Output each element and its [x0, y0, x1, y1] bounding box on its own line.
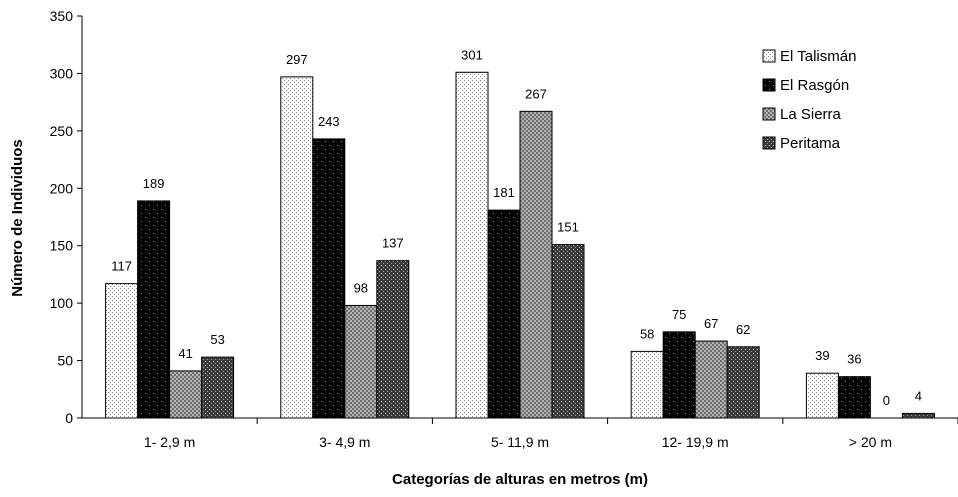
- y-tick-label: 350: [50, 8, 74, 24]
- data-label: 189: [143, 176, 165, 191]
- data-label: 58: [640, 326, 654, 341]
- legend: El Talismán El Rasgón La Sierra Peritama: [762, 48, 856, 152]
- x-axis-title: Categorías de alturas en metros (m): [392, 471, 648, 488]
- bar: [487, 209, 521, 419]
- y-axis-title: Número de Individuos: [9, 139, 26, 297]
- y-axis-ticks: 0 50 100 150 200 250 300 350: [50, 8, 82, 426]
- bar: [455, 71, 489, 419]
- data-label: 41: [178, 346, 192, 361]
- data-label: 62: [736, 322, 750, 337]
- bar: [376, 260, 410, 419]
- data-label: 53: [210, 332, 224, 347]
- x-tick-label: 3- 4,9 m: [319, 434, 370, 450]
- bar: [519, 110, 553, 419]
- bars-group: [105, 71, 935, 419]
- x-tick-label: 12- 19,9 m: [662, 434, 729, 450]
- data-label: 267: [525, 86, 547, 101]
- y-tick-label: 200: [50, 180, 74, 196]
- y-tick-label: 0: [65, 410, 73, 426]
- y-axis-title-group: Número de Individuos: [9, 139, 26, 297]
- legend-label: El Rasgón: [780, 77, 849, 94]
- data-label: 181: [493, 185, 515, 200]
- bar: [280, 76, 314, 419]
- bar: [201, 356, 235, 419]
- bar: [312, 138, 346, 419]
- legend-label: El Talismán: [780, 48, 856, 65]
- y-tick-label: 150: [50, 238, 74, 254]
- bar: [169, 370, 203, 419]
- bar: [551, 244, 585, 419]
- data-label: 117: [111, 259, 132, 274]
- data-label: 0: [883, 393, 890, 408]
- legend-swatch: [762, 107, 776, 121]
- x-axis-ticks: 1- 2,9 m 3- 4,9 m 5- 11,9 m 12- 19,9 m > 20 …: [144, 418, 958, 450]
- bar: [630, 350, 664, 419]
- data-labels-group: 117 297 301 58 39 189 243 181 75 36 41 98 267 67 0 53 13…: [111, 47, 922, 408]
- data-label: 137: [382, 236, 404, 251]
- bar: [137, 200, 171, 419]
- data-label: 243: [318, 114, 340, 129]
- data-label: 75: [672, 307, 686, 322]
- data-label: 4: [915, 388, 922, 403]
- x-tick-label: 5- 11,9 m: [491, 434, 549, 450]
- data-label: 301: [461, 47, 483, 62]
- bar: [662, 331, 696, 419]
- x-tick-label: 1- 2,9 m: [144, 434, 195, 450]
- bar: [694, 340, 728, 419]
- legend-swatch: [762, 136, 776, 150]
- bar: [105, 283, 139, 419]
- legend-swatch: [762, 78, 776, 92]
- bar: [344, 304, 378, 419]
- y-tick-label: 250: [50, 123, 74, 139]
- legend-swatch: [762, 49, 776, 63]
- bar: [805, 372, 839, 419]
- y-tick-label: 300: [50, 65, 74, 81]
- data-label: 297: [286, 52, 308, 67]
- data-label: 67: [704, 316, 718, 331]
- legend-label: Peritama: [780, 135, 841, 152]
- bar: [726, 346, 760, 419]
- y-tick-label: 50: [57, 353, 73, 369]
- data-label: 36: [847, 352, 861, 367]
- bar: [901, 412, 935, 419]
- data-label: 98: [354, 280, 368, 295]
- legend-label: La Sierra: [780, 106, 842, 123]
- data-label: 151: [557, 220, 579, 235]
- x-tick-label: > 20 m: [849, 434, 892, 450]
- y-tick-label: 100: [50, 295, 74, 311]
- bar: [837, 376, 871, 419]
- data-label: 39: [815, 348, 829, 363]
